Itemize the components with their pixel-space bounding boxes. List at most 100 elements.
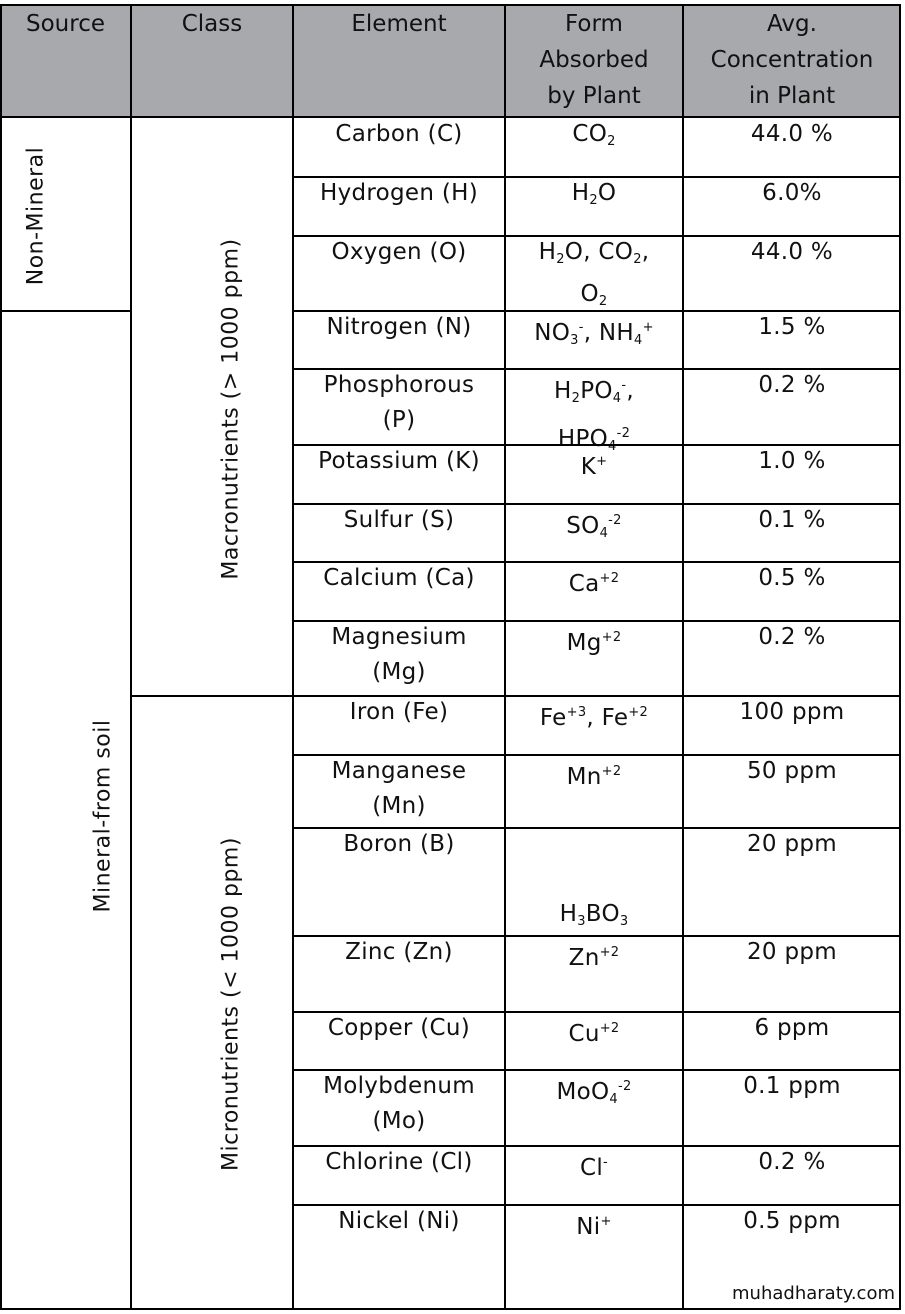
element-cell: Oxygen (O): [293, 235, 505, 310]
element-name: Zinc (Zn): [345, 939, 453, 965]
header-row: [0, 4, 901, 117]
element-cell: Boron (B): [293, 827, 505, 935]
element-name: (P): [382, 407, 416, 433]
concentration-cell: 100 ppm: [739, 699, 845, 725]
grid-vline: [899, 4, 901, 1310]
form-cell: SO4-2: [566, 513, 622, 541]
class-micronutrients: Micronutrients (< 1000 ppm): [218, 837, 244, 1171]
element-cell: Molybdenum (Mo): [293, 1069, 505, 1145]
element-cell: Chlorine (Cl): [293, 1145, 505, 1204]
element-cell: Nitrogen (N): [293, 310, 505, 368]
grid-vline: [682, 4, 684, 1310]
header-conc-line2: Concentration: [710, 47, 874, 73]
element-cell: Zinc (Zn): [293, 935, 505, 1011]
concentration-cell: 44.0 %: [750, 239, 834, 265]
watermark: muhadharaty.com: [732, 1283, 895, 1304]
grid-hline: [292, 620, 901, 622]
concentration-cell: 20 ppm: [747, 831, 837, 857]
element-name: Boron (B): [343, 831, 455, 857]
header-form-line2: Absorbed: [539, 47, 649, 73]
form-cell: Zn+2: [568, 945, 620, 971]
form-cell: NO3-, NH4+: [534, 320, 654, 348]
element-name: Molybdenum: [323, 1073, 475, 1099]
element-cell: Carbon (C): [293, 117, 505, 176]
element-name: Hydrogen (H): [319, 180, 478, 206]
form-cell: Mn+2: [566, 764, 622, 790]
concentration-cell: 0.2 %: [758, 624, 826, 650]
element-name: Iron (Fe): [349, 699, 449, 725]
element-cell: Manganese (Mn): [293, 754, 505, 827]
element-cell: Iron (Fe): [293, 695, 505, 754]
element-name: Carbon (C): [335, 121, 463, 147]
form-cell: H2O: [571, 180, 617, 208]
concentration-cell: 0.2 %: [758, 372, 826, 398]
element-name: Oxygen (O): [331, 239, 467, 265]
grid-hline: [0, 1308, 901, 1310]
grid-hline: [292, 503, 901, 505]
header-source: Source: [26, 11, 105, 37]
element-cell: Sulfur (S): [293, 503, 505, 561]
form-cell: Cl-: [579, 1155, 609, 1181]
concentration-cell: 6 ppm: [754, 1015, 830, 1041]
form-cell: Ca+2: [568, 571, 620, 597]
element-name: Copper (Cu): [327, 1015, 471, 1041]
element-name: Nickel (Ni): [338, 1208, 460, 1234]
class-macronutrients: Macronutrients (> 1000 ppm): [218, 238, 244, 580]
form-cell: CO2: [572, 121, 616, 149]
grid-hline: [292, 754, 901, 756]
element-cell: Nickel (Ni): [293, 1204, 505, 1310]
grid-hline: [292, 1145, 901, 1147]
element-name: Potassium (K): [318, 448, 480, 474]
concentration-cell: 0.1 %: [758, 507, 826, 533]
form-cell: Ni+: [576, 1214, 612, 1240]
grid-hline: [292, 827, 901, 829]
header-form: Form Absorbed by Plant: [505, 4, 683, 117]
element-name: (Mo): [372, 1108, 426, 1134]
grid-vline: [504, 4, 506, 1310]
element-name: Chlorine (Cl): [325, 1149, 473, 1175]
concentration-cell: 1.5 %: [758, 314, 826, 340]
form-cell: K+: [580, 454, 608, 480]
header-conc-line1: Avg.: [767, 11, 817, 37]
concentration-cell: 0.1 ppm: [743, 1073, 841, 1099]
element-name: Magnesium: [331, 624, 467, 650]
grid-hline: [292, 176, 901, 178]
nutrient-table: Source Class Element Form Absorbed by Pl…: [0, 4, 901, 1310]
element-cell: Calcium (Ca): [293, 561, 505, 620]
grid-hline: [292, 1069, 901, 1071]
form-cell: H2PO4-, HPO4-2: [554, 378, 634, 454]
grid-hline: [0, 310, 131, 312]
header-form-line1: Form: [565, 11, 623, 37]
concentration-cell: 44.0 %: [750, 121, 834, 147]
grid-hline: [292, 1011, 901, 1013]
form-cell: Cu+2: [568, 1021, 620, 1047]
grid-hline: [292, 444, 901, 446]
header-class: Class: [181, 11, 243, 37]
concentration-cell: 0.2 %: [758, 1149, 826, 1175]
grid-hline: [292, 935, 901, 937]
form-cell: Fe+3, Fe+2: [539, 705, 649, 731]
element-cell: Hydrogen (H): [293, 176, 505, 235]
element-name: Phosphorous: [323, 372, 475, 398]
element-name: (Mg): [372, 659, 426, 685]
element-cell: Magnesium (Mg): [293, 620, 505, 695]
concentration-cell: 1.0 %: [758, 448, 826, 474]
grid-hline: [292, 368, 901, 370]
element-cell: Copper (Cu): [293, 1011, 505, 1069]
grid-vline: [292, 4, 294, 1310]
header-concentration: Avg. Concentration in Plant: [683, 4, 901, 117]
concentration-cell: 50 ppm: [747, 758, 837, 784]
header-conc-line3: in Plant: [748, 83, 836, 109]
element-name: Manganese: [331, 758, 467, 784]
form-cell: H3BO3: [559, 901, 629, 929]
grid-hline: [292, 561, 901, 563]
grid-hline: [292, 310, 901, 312]
element-name: Sulfur (S): [343, 507, 455, 533]
source-mineral: Mineral-from soil: [90, 719, 116, 913]
element-cell: Phosphorous (P): [293, 368, 505, 444]
grid-hline: [292, 1204, 901, 1206]
source-non-mineral: Non-Mineral: [23, 146, 49, 286]
form-cell: MoO4-2: [556, 1079, 632, 1107]
concentration-cell: 6.0%: [762, 180, 822, 206]
element-name: Nitrogen (N): [326, 314, 472, 340]
